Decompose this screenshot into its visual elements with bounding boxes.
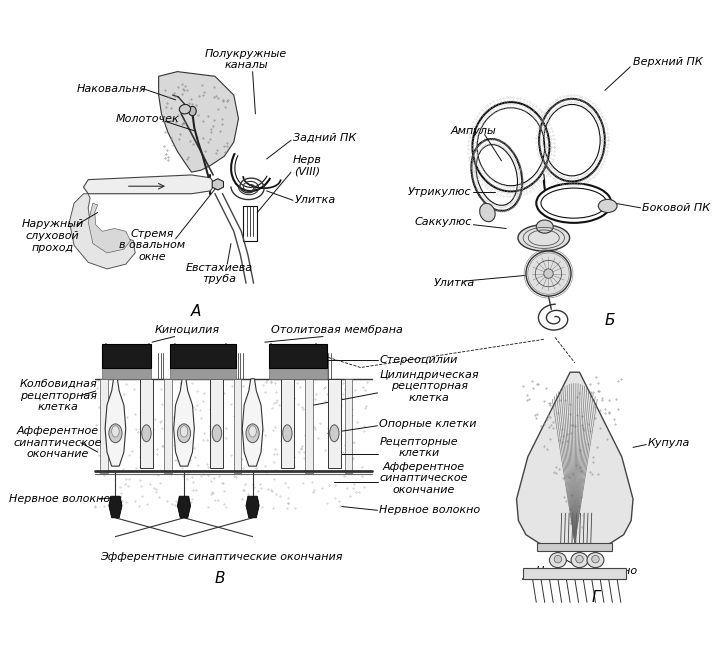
- Ellipse shape: [189, 107, 197, 116]
- Bar: [269, 368, 327, 379]
- Text: Эфферентные синаптические окончания: Эфферентные синаптические окончания: [100, 552, 343, 563]
- Polygon shape: [105, 379, 126, 466]
- Ellipse shape: [249, 426, 256, 437]
- Text: Купула: Купула: [648, 438, 690, 447]
- Ellipse shape: [246, 424, 259, 443]
- Bar: [102, 344, 151, 368]
- Ellipse shape: [142, 425, 151, 442]
- Bar: [102, 368, 151, 379]
- Bar: [210, 379, 223, 468]
- Bar: [523, 568, 626, 579]
- Text: Улитка: Улитка: [434, 278, 475, 288]
- Ellipse shape: [571, 553, 588, 568]
- Ellipse shape: [179, 105, 191, 114]
- Bar: [305, 379, 312, 472]
- Text: Стереоцилии: Стереоцилии: [379, 355, 458, 365]
- Polygon shape: [242, 379, 263, 466]
- Ellipse shape: [180, 426, 188, 437]
- Bar: [537, 544, 613, 551]
- Ellipse shape: [112, 426, 120, 437]
- Ellipse shape: [598, 199, 617, 213]
- Polygon shape: [158, 72, 238, 172]
- Text: Б: Б: [604, 313, 615, 328]
- Bar: [170, 344, 235, 368]
- Ellipse shape: [592, 555, 599, 563]
- Text: Евстахиева
труба: Евстахиева труба: [186, 263, 253, 284]
- Bar: [170, 368, 235, 379]
- Ellipse shape: [518, 225, 570, 251]
- Text: Нервное волокно: Нервное волокно: [536, 567, 636, 576]
- Text: Наружный
слуховой
проход: Наружный слуховой проход: [22, 219, 84, 253]
- Polygon shape: [84, 175, 215, 193]
- Polygon shape: [212, 179, 223, 190]
- Bar: [164, 379, 172, 472]
- Ellipse shape: [536, 220, 553, 233]
- Text: Киноцилия: Киноцилия: [154, 325, 220, 335]
- Bar: [234, 379, 241, 472]
- Text: Колбовидная
рецепторная
клетка: Колбовидная рецепторная клетка: [19, 379, 97, 413]
- Polygon shape: [516, 372, 633, 551]
- Ellipse shape: [576, 555, 583, 563]
- Ellipse shape: [549, 553, 567, 568]
- Text: Улитка: Улитка: [295, 195, 336, 205]
- Text: Верхний ПК: Верхний ПК: [633, 57, 703, 67]
- Text: Нервное волокно: Нервное волокно: [9, 494, 111, 504]
- Text: Опорные клетки: Опорные клетки: [379, 419, 477, 429]
- Ellipse shape: [587, 553, 604, 568]
- Text: Г: Г: [591, 590, 600, 605]
- Bar: [269, 344, 327, 368]
- Text: Афферентное
синаптическое
окончание: Афферентное синаптическое окончание: [379, 462, 468, 495]
- Text: А: А: [191, 303, 202, 318]
- Polygon shape: [69, 193, 135, 269]
- Ellipse shape: [283, 425, 292, 442]
- Text: Стремя
в овальном
окне: Стремя в овальном окне: [119, 229, 185, 262]
- Polygon shape: [177, 496, 191, 518]
- Ellipse shape: [330, 425, 339, 442]
- Polygon shape: [88, 203, 130, 253]
- Ellipse shape: [544, 269, 553, 278]
- Ellipse shape: [554, 555, 562, 563]
- Bar: [328, 379, 341, 468]
- Ellipse shape: [480, 203, 495, 222]
- Text: Афферентное
синаптическое
окончание: Афферентное синаптическое окончание: [14, 426, 102, 459]
- Text: Утрикулюс: Утрикулюс: [408, 187, 472, 197]
- Bar: [345, 379, 352, 472]
- Text: Нервное волокно: Нервное волокно: [379, 505, 480, 515]
- Text: Ампулы: Ампулы: [451, 126, 496, 136]
- Ellipse shape: [177, 424, 191, 443]
- Text: Цилиндрическая
рецепторная
клетка: Цилиндрическая рецепторная клетка: [379, 370, 479, 403]
- Text: В: В: [215, 571, 225, 586]
- Polygon shape: [174, 379, 194, 466]
- Text: Наковальня: Наковальня: [77, 84, 147, 93]
- Text: Саккулюс: Саккулюс: [414, 217, 472, 227]
- Ellipse shape: [212, 425, 222, 442]
- Bar: [281, 379, 294, 468]
- Text: Молоточек: Молоточек: [115, 114, 179, 124]
- Bar: [100, 379, 108, 472]
- Ellipse shape: [526, 251, 571, 296]
- Text: Задний ПК: Задний ПК: [293, 132, 356, 142]
- Polygon shape: [109, 496, 122, 518]
- Text: Отолитовая мембрана: Отолитовая мембрана: [271, 325, 403, 335]
- Ellipse shape: [109, 424, 122, 443]
- Bar: [140, 379, 153, 468]
- Text: Рецепторные
клетки: Рецепторные клетки: [379, 436, 458, 458]
- Text: Полукружные
каналы: Полукружные каналы: [205, 49, 287, 70]
- Polygon shape: [246, 496, 259, 518]
- Text: Боковой ПК: Боковой ПК: [642, 203, 711, 213]
- Text: Нерв
(VIII): Нерв (VIII): [293, 155, 322, 176]
